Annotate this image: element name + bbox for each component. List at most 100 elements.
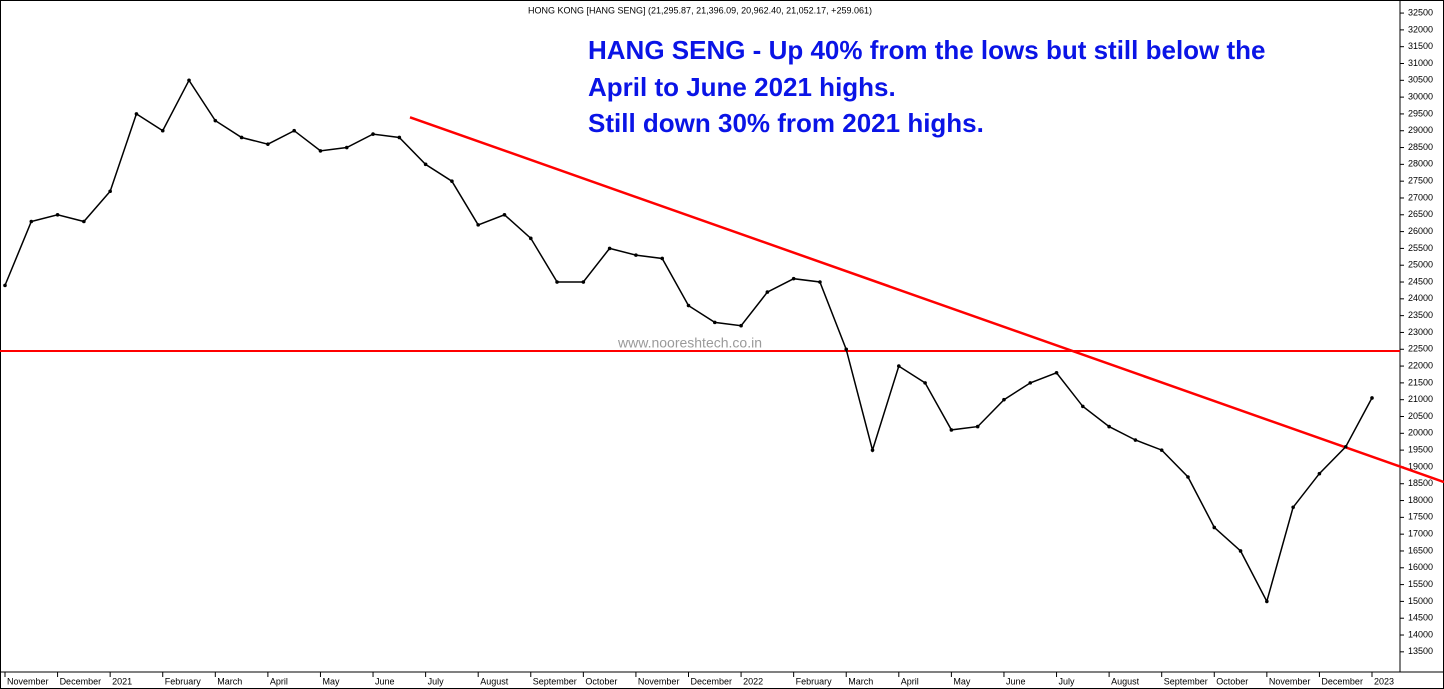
y-tick-label: 28000 (1408, 159, 1433, 169)
y-tick-label: 24500 (1408, 276, 1433, 286)
y-tick-label: 14000 (1408, 629, 1433, 639)
x-tick-label: December (60, 676, 102, 686)
x-tick-label: September (1164, 676, 1208, 686)
y-tick-label: 25500 (1408, 243, 1433, 253)
price-point (108, 189, 112, 194)
y-tick-label: 29000 (1408, 125, 1433, 135)
price-point (450, 179, 454, 183)
y-tick-label: 17500 (1408, 512, 1433, 522)
price-point (634, 253, 638, 257)
price-point (502, 212, 507, 217)
x-tick-label: April (901, 676, 919, 686)
x-tick-label: March (848, 676, 873, 686)
y-tick-label: 26500 (1408, 209, 1433, 219)
price-point (266, 142, 270, 146)
price-point (555, 280, 559, 284)
x-tick-label: February (165, 676, 202, 686)
price-point (213, 118, 218, 123)
price-point (1291, 505, 1295, 510)
annotation: Still down 30% from 2021 highs. (588, 108, 984, 138)
y-tick-label: 13500 (1408, 646, 1433, 656)
x-tick-label: December (691, 676, 733, 686)
x-tick-label: 2021 (112, 676, 132, 686)
trend-line (409, 116, 1444, 484)
x-tick-label: November (7, 676, 49, 686)
y-tick-label: 23500 (1408, 310, 1433, 320)
y-tick-label: 15500 (1408, 579, 1433, 589)
x-tick-label: July (428, 676, 445, 686)
y-tick-label: 31000 (1408, 58, 1433, 68)
x-tick-label: November (1269, 676, 1311, 686)
price-point (292, 128, 296, 133)
price-point (397, 135, 402, 140)
price-point (239, 135, 244, 140)
price-point (739, 323, 743, 328)
annotation: April to June 2021 highs. (588, 72, 896, 102)
y-tick-label: 19500 (1408, 444, 1433, 454)
price-point (55, 212, 60, 217)
price-point (581, 280, 586, 284)
y-tick-label: 16000 (1408, 562, 1433, 572)
x-tick-label: June (1006, 676, 1026, 686)
price-point (1265, 599, 1269, 604)
y-tick-label: 17000 (1408, 529, 1433, 539)
x-tick-label: December (1321, 676, 1363, 686)
y-tick-label: 20500 (1408, 411, 1433, 421)
y-tick-label: 20000 (1408, 428, 1433, 438)
y-tick-label: 32500 (1408, 7, 1433, 17)
x-tick-label: June (375, 676, 395, 686)
price-point (423, 162, 428, 167)
price-point (765, 290, 770, 294)
y-tick-label: 29500 (1408, 108, 1433, 118)
y-tick-label: 32000 (1408, 24, 1433, 34)
price-point (1159, 448, 1164, 452)
y-tick-label: 30000 (1408, 91, 1433, 101)
price-point (1054, 370, 1059, 375)
x-tick-label: April (270, 676, 288, 686)
y-tick-label: 21500 (1408, 377, 1433, 387)
price-point (897, 364, 901, 368)
x-tick-label: November (638, 676, 680, 686)
y-tick-label: 27000 (1408, 192, 1433, 202)
price-point (1002, 397, 1006, 402)
price-point (1370, 396, 1374, 400)
y-tick-label: 31500 (1408, 41, 1433, 51)
y-tick-label: 26000 (1408, 226, 1433, 236)
price-point (686, 303, 691, 308)
y-tick-label: 28500 (1408, 142, 1433, 152)
x-tick-label: 2023 (1374, 676, 1394, 686)
price-point (1317, 471, 1322, 476)
y-tick-label: 22500 (1408, 344, 1433, 354)
price-point (1133, 438, 1138, 442)
price-point (82, 219, 86, 224)
y-tick-label: 22000 (1408, 360, 1433, 370)
y-tick-label: 27500 (1408, 176, 1433, 186)
y-tick-label: 19000 (1408, 461, 1433, 471)
price-point (134, 112, 139, 116)
price-point (949, 428, 954, 432)
x-tick-label: February (796, 676, 833, 686)
y-tick-label: 24000 (1408, 293, 1433, 303)
y-tick-label: 15000 (1408, 596, 1433, 606)
price-point (160, 128, 165, 133)
chart-title: HONG KONG [HANG SENG] (21,295.87, 21,396… (528, 5, 872, 15)
price-point (1186, 475, 1190, 479)
y-tick-label: 18000 (1408, 495, 1433, 505)
price-point (476, 223, 480, 227)
x-tick-label: May (953, 676, 971, 686)
x-tick-label: March (217, 676, 242, 686)
y-tick-label: 18500 (1408, 478, 1433, 488)
price-point (712, 320, 717, 325)
x-tick-label: August (480, 676, 509, 686)
x-tick-label: 2022 (743, 676, 763, 686)
price-point (187, 78, 191, 83)
y-tick-label: 23000 (1408, 327, 1433, 337)
price-point (975, 424, 980, 429)
y-tick-label: 14500 (1408, 613, 1433, 623)
price-point (29, 219, 34, 224)
annotation: HANG SENG - Up 40% from the lows but sti… (588, 35, 1266, 65)
y-tick-label: 30500 (1408, 75, 1433, 85)
